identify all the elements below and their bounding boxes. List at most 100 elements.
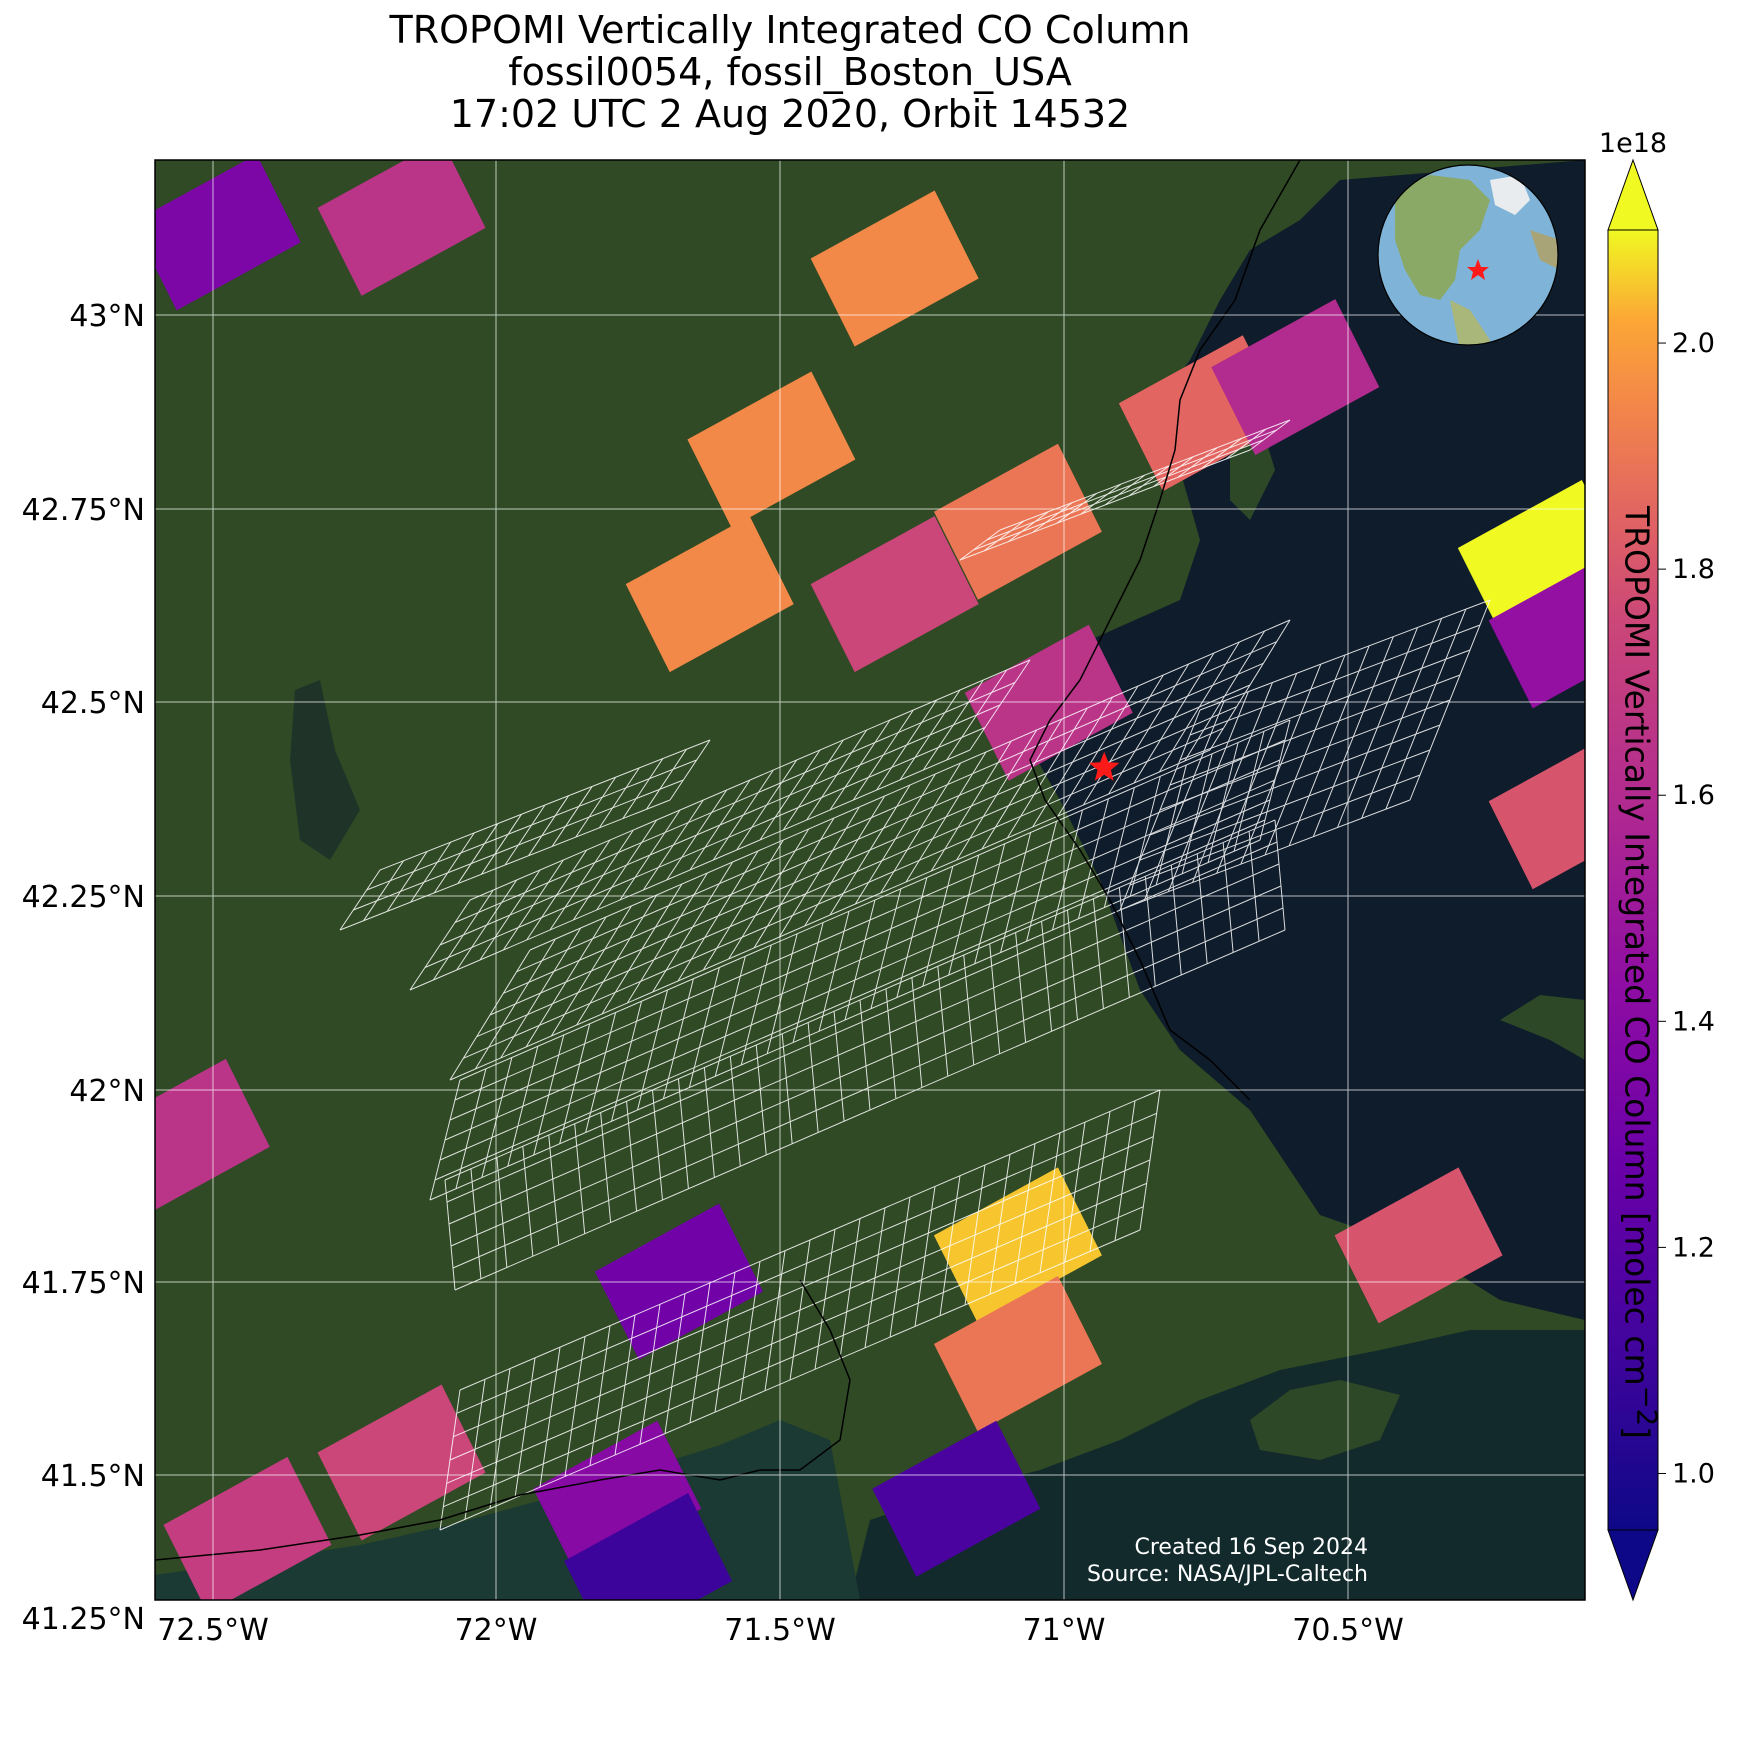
- footprint-line: [574, 1123, 586, 1234]
- footprint-line: [1056, 492, 1097, 524]
- co-pixel: [155, 1058, 270, 1210]
- footprint-line: [575, 776, 617, 838]
- co-pixel: [933, 443, 1102, 600]
- footprint-line: [503, 662, 1264, 994]
- footprint-line: [1032, 502, 1073, 533]
- footprint-line: [1067, 909, 1078, 1021]
- footprint-line: [755, 1044, 767, 1156]
- ocean-massachusetts-bay: [1020, 160, 1585, 1320]
- footprint-line: [452, 907, 1284, 1269]
- created-date: Created 16 Sep 2024: [1134, 1535, 1369, 1560]
- quabbin-reservoir: [290, 680, 360, 860]
- map-area: [155, 160, 1585, 1600]
- y-tick-label: 41.75°N: [22, 1266, 145, 1301]
- y-tick-label: 42°N: [69, 1074, 145, 1109]
- footprint-line: [516, 641, 1277, 973]
- co-pixel: [1488, 748, 1585, 890]
- footprint-line: [444, 1179, 456, 1291]
- coastline-massachusetts: [1029, 160, 1301, 1101]
- colorbar-tick-label: 2.0: [1672, 328, 1715, 359]
- footprint-line: [911, 977, 923, 1088]
- x-tick-label: 72°W: [455, 1613, 538, 1648]
- footprint-line: [444, 779, 1276, 1141]
- footprint-line: [1248, 831, 1260, 942]
- globe-target-star-icon: [1467, 259, 1489, 280]
- co-pixel: [1211, 299, 1380, 456]
- footprint-line: [366, 759, 697, 891]
- footprint-line: [446, 841, 1278, 1203]
- footprint-line: [1189, 624, 1481, 736]
- footprint-line: [973, 439, 1264, 551]
- co-pixel: [810, 190, 979, 347]
- y-tick-label: 43°N: [69, 299, 145, 334]
- footprint-line: [522, 1146, 534, 1257]
- footprint-line: [433, 832, 475, 894]
- footprint-line: [459, 719, 1291, 1081]
- footprint-line: [959, 449, 1251, 561]
- footprint-line: [446, 1182, 1147, 1484]
- colorbar-tick-label: 1.0: [1672, 1458, 1715, 1489]
- footprint-line: [443, 1206, 1144, 1508]
- footprint-line: [600, 1112, 612, 1223]
- footprint-line: [1169, 674, 1461, 786]
- footprint-line: [454, 929, 1286, 1291]
- footprint-line: [339, 869, 381, 931]
- footprint-line: [669, 739, 711, 801]
- footprint-line: [409, 749, 971, 991]
- footprint-line: [652, 1089, 663, 1201]
- co-pixel: [933, 1167, 1102, 1324]
- footprint-line: [463, 727, 1224, 1059]
- footprint-line: [1225, 428, 1267, 460]
- footprint-line: [729, 1056, 741, 1167]
- map-frame: [154, 159, 1586, 1601]
- footprint-line: [1119, 799, 1411, 911]
- footprint-line: [439, 704, 1001, 946]
- y-tick-label: 42.25°N: [22, 880, 145, 915]
- co-pixel: [317, 160, 486, 296]
- colorbar-label-exponent: −2: [1630, 1385, 1663, 1427]
- y-tick-label: 41.25°N: [22, 1602, 145, 1637]
- footprint-line: [1196, 853, 1208, 964]
- footprint-line: [429, 839, 1261, 1201]
- footprint-line: [937, 966, 949, 1077]
- footprint-line: [807, 1022, 819, 1133]
- footprint-line: [434, 819, 1266, 1181]
- footprint-line: [448, 863, 1280, 1225]
- co-pixel: [155, 160, 301, 311]
- co-pixel: [1488, 567, 1585, 709]
- footprint-line: [859, 999, 871, 1111]
- footprint-line: [528, 795, 569, 856]
- footprint-line: [983, 520, 1025, 552]
- colorbar-label-text: TROPOMI Vertically Integrated CO Column …: [1617, 505, 1657, 1386]
- footprint-line: [1041, 921, 1053, 1032]
- colorbar-tick-label: 1.6: [1672, 780, 1715, 811]
- footprint-line: [450, 885, 1282, 1247]
- chart-title: TROPOMI Vertically Integrated CO Column: [389, 8, 1191, 52]
- footprint-line: [481, 814, 522, 875]
- footprint-line: [457, 823, 499, 884]
- footprint-line: [449, 749, 1211, 1081]
- footprint-line: [551, 786, 593, 847]
- footprint-line: [1008, 511, 1049, 543]
- footprint-line: [1249, 419, 1291, 451]
- co-pixel: [163, 1456, 332, 1600]
- footprint-line: [424, 727, 986, 968]
- ocean-sound: [850, 1330, 1585, 1600]
- footprint-line: [444, 819, 1276, 1181]
- footprint-line: [959, 529, 1001, 561]
- colorbar-tick-label: 1.8: [1672, 554, 1715, 585]
- colorbar-exponent: 1e18: [1599, 128, 1667, 159]
- co-pixel: [533, 1420, 702, 1577]
- co-pixel: [564, 1493, 733, 1600]
- footprint-line: [622, 758, 664, 819]
- footprint-line: [1179, 649, 1471, 761]
- footprint-line: [489, 684, 1251, 1016]
- graticule: [155, 160, 1585, 1600]
- colorbar-label-end: ]: [1617, 1426, 1657, 1440]
- footprint-line: [1177, 447, 1218, 478]
- co-pixel: [687, 371, 856, 528]
- footprint-line: [449, 759, 1281, 1121]
- island-marthas-vineyard: [1250, 1380, 1400, 1460]
- footprint-line: [456, 1112, 1157, 1414]
